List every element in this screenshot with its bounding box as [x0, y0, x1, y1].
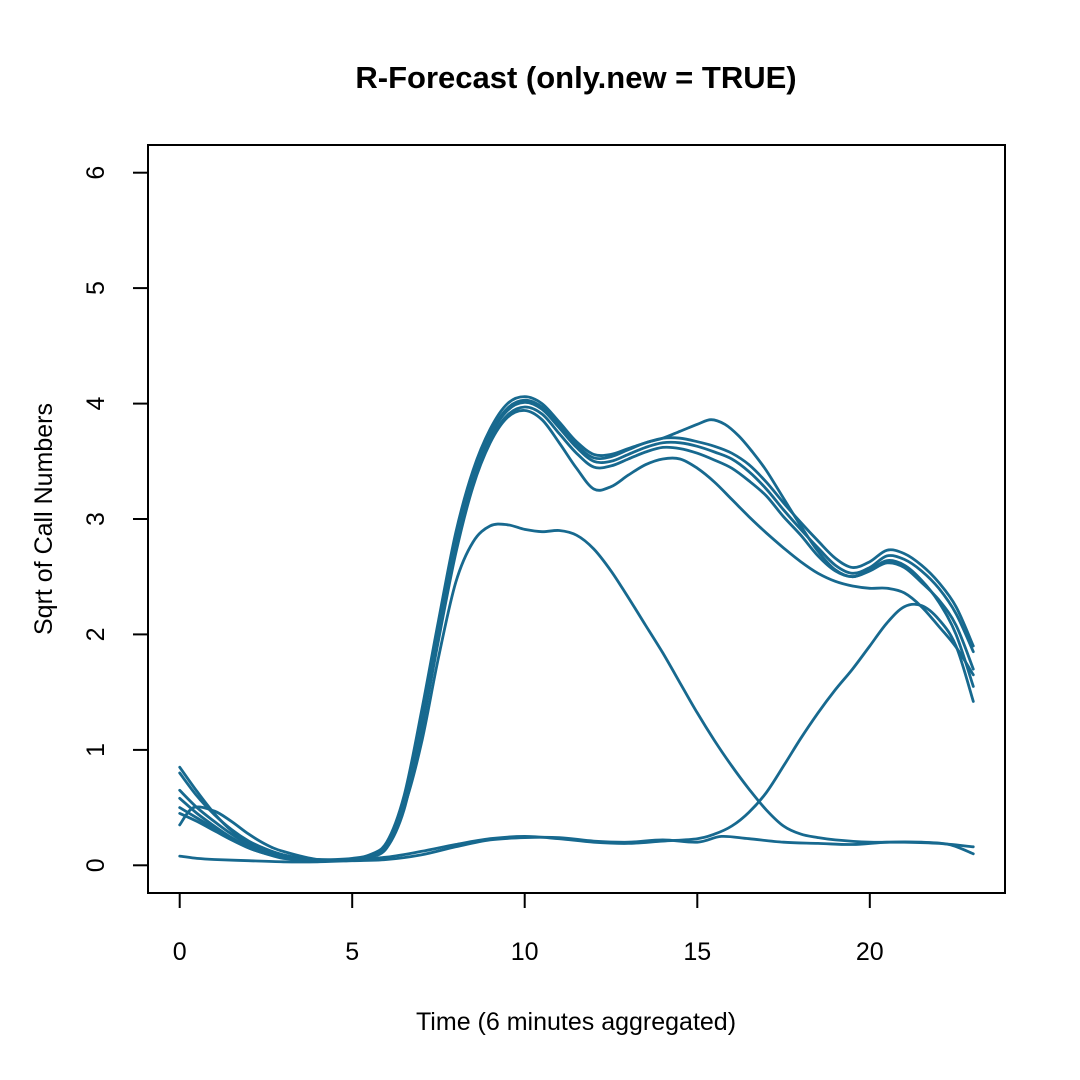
x-tick-label: 5 [345, 938, 359, 966]
y-tick-label: 6 [82, 166, 110, 180]
x-tick-label: 15 [683, 938, 711, 966]
axes: 0 5 10 15 20 0 1 2 3 4 5 6 [82, 144, 1006, 966]
series-line-bundle-2 [178, 401, 975, 863]
y-tick-label: 3 [82, 512, 110, 526]
y-tick-label: 5 [82, 281, 110, 295]
x-tick-label: 0 [173, 938, 187, 966]
y-tick-label: 1 [82, 743, 110, 757]
x-axis-label: Time (6 minutes aggregated) [416, 1008, 736, 1036]
x-tick-label: 20 [856, 938, 884, 966]
series-line-bundle-5 [178, 405, 975, 863]
series-line-evening-riser [178, 602, 975, 862]
data-series [178, 395, 975, 864]
series-line-bundle-3 [178, 409, 975, 863]
y-axis-label: Sqrt of Call Numbers [30, 403, 58, 635]
y-tick-label: 4 [82, 397, 110, 411]
x-tick-label: 10 [511, 938, 539, 966]
y-tick-label: 2 [82, 627, 110, 641]
plot-frame [147, 144, 1006, 894]
chart-title: R-Forecast (only.new = TRUE) [355, 60, 796, 95]
y-tick-label: 0 [82, 858, 110, 872]
